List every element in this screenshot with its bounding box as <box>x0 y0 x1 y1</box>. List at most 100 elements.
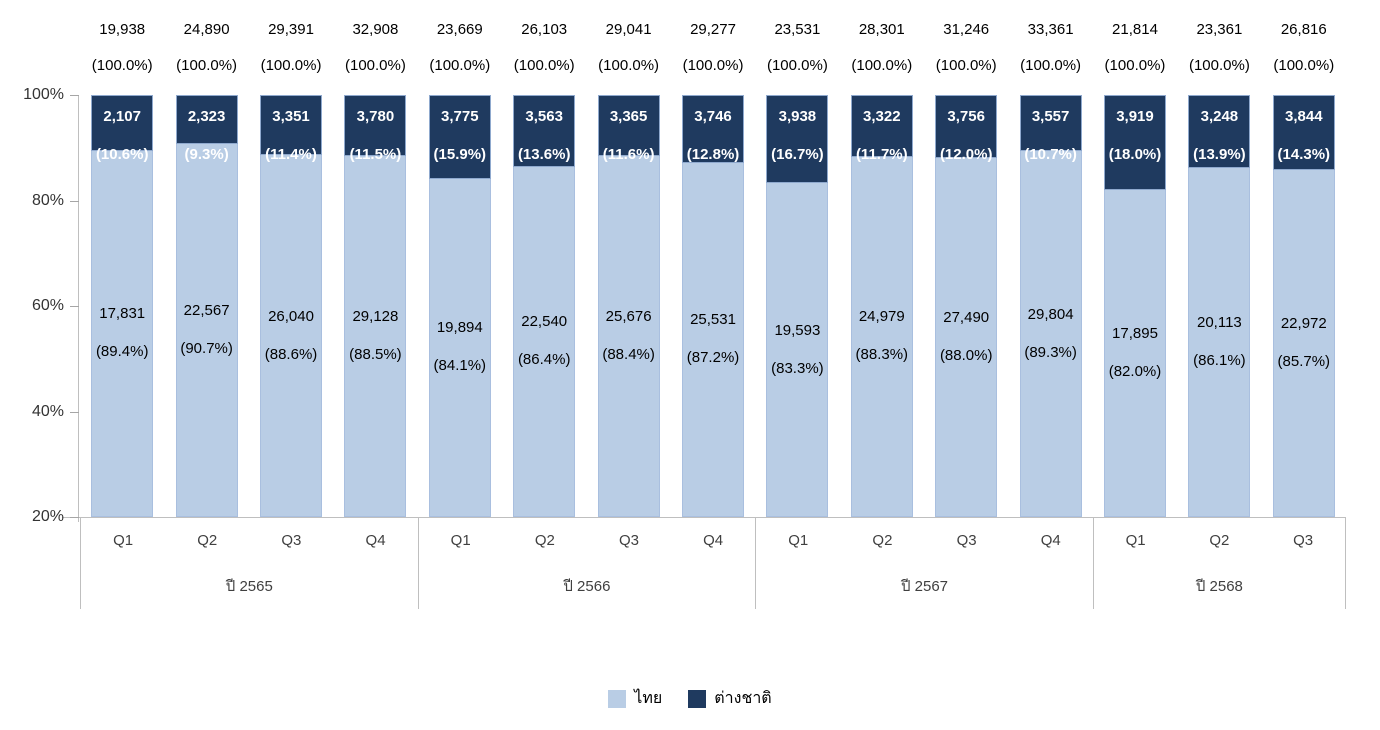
quarter-labels-row: Q1 Q2 Q3 Q4 <box>756 518 1093 564</box>
total-percent: (100.0%) <box>91 57 153 74</box>
stacked-bar: 3,322 (11.7%) 24,979 (88.3%) <box>850 95 913 517</box>
total-percent: (100.0%) <box>176 57 238 74</box>
foreign-percent: (14.3%) <box>1277 146 1331 163</box>
foreign-value: 3,844 <box>1285 108 1323 125</box>
total-percent: (100.0%) <box>766 57 828 74</box>
total-label: 29,277 (100.0%) <box>683 0 744 95</box>
total-label: 29,041 (100.0%) <box>598 0 659 95</box>
y-axis-tick-label: 20% <box>31 508 64 525</box>
thai-percent: (82.0%) <box>1108 362 1162 380</box>
total-value: 29,391 <box>268 21 314 38</box>
category-axis-box: Q1 Q2 Q3 Q4 ปี 2566 <box>417 517 756 609</box>
foreign-value: 3,365 <box>609 108 648 125</box>
chart-legend: ไทย ต่างชาติ <box>0 686 1380 711</box>
foreign-segment-label: 3,365 (11.6%) <box>603 98 655 174</box>
total-value: 26,816 <box>1280 21 1327 38</box>
bars-row: 23,531 (100.0%) 3,938 (16.7%) 19,593 (83.3%) 2… <box>755 0 1093 517</box>
total-label: 29,391 (100.0%) <box>261 0 322 95</box>
total-label: 28,301 (100.0%) <box>851 0 912 95</box>
bar-segment-foreign: 3,775 (15.9%) <box>428 95 491 179</box>
thai-percent: (88.0%) <box>939 347 993 365</box>
bar-segment-thai: 22,567 (90.7%) <box>175 144 238 517</box>
foreign-segment-label: 2,323 (9.3%) <box>185 98 229 174</box>
bar-slot: 24,890 (100.0%) 2,323 (9.3%) 22,567 (90.7%) <box>164 0 248 517</box>
foreign-percent: (11.6%) <box>602 146 655 163</box>
bar-slot: 28,301 (100.0%) 3,322 (11.7%) 24,979 (88.3%) <box>840 0 924 517</box>
foreign-segment-label: 3,780 (11.5%) <box>350 98 402 174</box>
thai-value: 20,113 <box>1197 314 1242 332</box>
bar-segment-thai: 17,895 (82.0%) <box>1103 189 1166 517</box>
bar-slot: 23,361 (100.0%) 3,248 (13.9%) 20,113 (86.1%) <box>1177 0 1261 517</box>
total-label: 24,890 (100.0%) <box>176 0 237 95</box>
foreign-segment-label: 3,919 (18.0%) <box>1109 98 1162 174</box>
total-value: 23,531 <box>774 21 821 38</box>
bar-segment-foreign: 3,563 (13.6%) <box>513 95 576 167</box>
thai-percent: (84.1%) <box>433 357 487 375</box>
legend-swatch-foreign <box>688 689 707 708</box>
year-label: ปี 2567 <box>900 578 949 596</box>
bars-row: 19,938 (100.0%) 2,107 (10.6%) 17,831 (89.4%) 2… <box>80 0 418 517</box>
thai-percent: (85.7%) <box>1277 353 1331 371</box>
bar-segment-foreign: 3,919 (18.0%) <box>1103 95 1166 190</box>
bar-segment-foreign: 2,323 (9.3%) <box>175 95 238 163</box>
thai-segment-label: 29,804 (89.3%) <box>1024 296 1077 372</box>
thai-percent: (88.4%) <box>602 346 655 364</box>
legend-label-thai: ไทย <box>634 690 663 707</box>
bar-segment-foreign: 3,248 (13.9%) <box>1188 95 1251 169</box>
total-value: 33,361 <box>1027 21 1074 38</box>
thai-segment-label: 19,894 (84.1%) <box>434 309 487 385</box>
thai-segment-label: 22,540 (86.4%) <box>518 303 571 379</box>
quarter-label: Q2 <box>1209 532 1230 550</box>
foreign-segment-label: 3,557 (10.7%) <box>1024 98 1077 174</box>
bar-segment-thai: 22,972 (85.7%) <box>1272 170 1335 517</box>
thai-value: 29,804 <box>1027 305 1074 323</box>
foreign-percent: (11.5%) <box>349 146 402 163</box>
thai-value: 26,040 <box>268 307 314 325</box>
bar-slot: 31,246 (100.0%) 3,756 (12.0%) 27,490 (88.0%) <box>924 0 1008 517</box>
total-label: 21,814 (100.0%) <box>1105 0 1166 95</box>
foreign-value: 3,775 <box>441 108 479 125</box>
bar-slot: 19,938 (100.0%) 2,107 (10.6%) 17,831 (89.4%) <box>80 0 164 517</box>
bar-slot: 33,361 (100.0%) 3,557 (10.7%) 29,804 (89.3%) <box>1008 0 1092 517</box>
bar-slot: 29,277 (100.0%) 3,746 (12.8%) 25,531 (87.2%) <box>671 0 755 517</box>
bar-segment-thai: 17,831 (89.4%) <box>91 150 154 517</box>
bar-slot: 26,103 (100.0%) 3,563 (13.6%) 22,540 (86.4%) <box>502 0 586 517</box>
quarter-label: Q2 <box>197 532 218 550</box>
legend-label-foreign: ต่างชาติ <box>714 690 772 707</box>
bar-segment-thai: 25,676 (88.4%) <box>597 156 660 517</box>
bar-segment-foreign: 3,351 (11.4%) <box>260 95 323 163</box>
bar-segment-thai: 20,113 (86.1%) <box>1188 168 1251 517</box>
total-label: 23,361 (100.0%) <box>1189 0 1250 95</box>
bar-slot: 23,531 (100.0%) 3,938 (16.7%) 19,593 (83.3%) <box>755 0 839 517</box>
quarter-label: Q1 <box>450 532 471 550</box>
y-axis-tick-label: 100% <box>23 86 64 103</box>
stacked-bar: 3,563 (13.6%) 22,540 (86.4%) <box>513 95 576 517</box>
total-percent: (100.0%) <box>1020 57 1082 74</box>
thai-value: 19,593 <box>774 321 821 339</box>
thai-value: 17,895 <box>1112 324 1158 342</box>
total-percent: (100.0%) <box>260 57 322 74</box>
plot-area: 19,938 (100.0%) 2,107 (10.6%) 17,831 (89.4%) 2… <box>80 0 1346 609</box>
y-axis-tick <box>70 411 79 413</box>
bar-segment-foreign: 3,780 (11.5%) <box>344 95 407 163</box>
stacked-bar: 3,844 (14.3%) 22,972 (85.7%) <box>1272 95 1335 517</box>
bars-row: 23,669 (100.0%) 3,775 (15.9%) 19,894 (84.1%) 2… <box>418 0 756 517</box>
thai-value: 17,831 <box>99 305 146 323</box>
foreign-value: 3,322 <box>863 108 901 125</box>
total-percent: (100.0%) <box>935 57 997 74</box>
foreign-segment-label: 3,746 (12.8%) <box>687 98 740 174</box>
quarter-label: Q2 <box>534 532 555 550</box>
foreign-value: 3,563 <box>525 108 563 125</box>
thai-segment-label: 29,128 (88.5%) <box>349 298 402 374</box>
quarter-label: Q2 <box>872 532 893 550</box>
foreign-segment-label: 3,775 (15.9%) <box>434 98 487 174</box>
total-value: 31,246 <box>943 21 990 38</box>
thai-percent: (88.6%) <box>264 345 318 363</box>
total-value: 32,908 <box>352 21 399 38</box>
y-axis-tick <box>70 306 79 307</box>
year-label: ปี 2565 <box>225 578 273 596</box>
total-value: 26,103 <box>521 21 568 38</box>
bar-segment-thai: 26,040 (88.6%) <box>260 155 323 517</box>
total-value: 23,361 <box>1196 21 1243 38</box>
